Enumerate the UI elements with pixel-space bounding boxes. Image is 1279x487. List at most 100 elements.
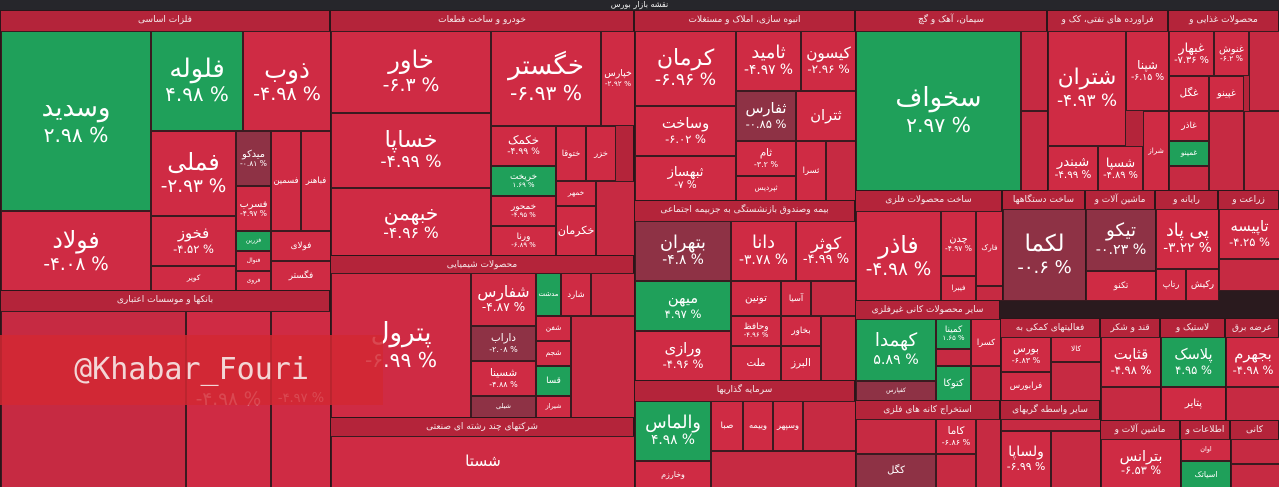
tile: بتهران -۴.۸ %: [635, 221, 731, 281]
tile: شپنا -۶.۱۵ %: [1126, 31, 1169, 111]
sector-title: محصولات شیمیایی: [446, 260, 518, 270]
tile: غپینو: [1209, 76, 1244, 111]
tile-change: -۶.۹۶ %: [654, 70, 717, 91]
sector-title: قند و شکر: [1110, 323, 1150, 333]
tile-change: -۶.۱۵ %: [1130, 71, 1165, 83]
sector: اطلاعات و اوان اسیاتک: [1180, 420, 1231, 487]
tile-change: -۴.۹۸ %: [253, 83, 321, 106]
tile: ثتران: [796, 91, 856, 141]
tile: تیکو -۰.۲۳ %: [1086, 209, 1156, 271]
tile-change: -۴.۹۹ %: [802, 252, 850, 268]
tile-change: ۲.۹۸ %: [43, 123, 109, 148]
tile-change: ۲.۹۷ %: [906, 113, 971, 138]
tile: رکیش: [1186, 269, 1219, 301]
tile-name: ملت: [746, 356, 766, 369]
tile-name: خبهمن: [383, 200, 439, 225]
tile-name: آسیا: [788, 292, 804, 303]
tile-change: -۴.۹۹ %: [1054, 169, 1092, 182]
tile: ورنا -۶.۸۹ %: [491, 226, 556, 256]
tile-name: رکیش: [1190, 278, 1215, 290]
tile-name: وبیمه: [748, 420, 768, 431]
tile-change: -۶.۵۳ %: [1121, 464, 1161, 478]
tile: میهن ۴.۹۷ %: [635, 281, 731, 331]
sector-title: محصولات غذایی و: [1189, 15, 1258, 25]
tile-change: -۳.۷۸ %: [739, 252, 788, 269]
tile: [976, 286, 1003, 301]
tile: فرابورس: [1001, 372, 1051, 401]
tile-name: کهمدا: [874, 330, 918, 352]
tile-name: داراب: [491, 331, 516, 344]
tile-name: میهن: [667, 289, 699, 307]
tile-change: -۴.۵۲ %: [173, 241, 214, 256]
tile: فزرین: [236, 231, 271, 251]
tile: خکمک -۴.۹۹ %: [491, 126, 556, 166]
tile-name: اسیاتک: [1194, 469, 1218, 479]
sector-title: اطلاعات و: [1185, 425, 1225, 435]
tile: کالا: [1051, 337, 1101, 362]
tile-name: ورنا: [516, 231, 531, 242]
tile-name: شفارس: [477, 282, 530, 301]
tile-name: سخواف: [895, 83, 982, 114]
tile-name: البرز: [791, 356, 811, 369]
tile: پلاسک ۴.۹۵ %: [1161, 337, 1226, 387]
tile-name: ثسرا: [802, 165, 820, 176]
tile: تونین: [731, 281, 781, 316]
sector-title: خودرو و ساخت قطعات: [438, 15, 526, 25]
tile-name: بجهرم: [1234, 345, 1272, 363]
tile-name: شتران: [1057, 65, 1117, 91]
tile: شیلی: [471, 396, 536, 418]
tile-name: شارد: [567, 288, 585, 299]
tile-name: خمحور: [510, 201, 537, 212]
tile-name: کسرا: [976, 336, 996, 347]
tile-name: خمهر: [567, 188, 585, 198]
tile-name: فملی: [167, 148, 220, 177]
tile: [1101, 387, 1161, 421]
tile-name: تونین: [745, 291, 767, 304]
tile-change: -۴.۸۹ %: [1103, 170, 1138, 182]
tile: ثامید -۴.۹۷ %: [736, 31, 801, 91]
tile-name: شراز: [1148, 145, 1164, 155]
tile: تکنو: [1086, 271, 1156, 301]
tile: [971, 366, 1001, 401]
tile: شیراز: [536, 396, 571, 418]
tile: ورازی -۴.۹۶ %: [635, 331, 731, 381]
watermark: @Khabar_Fouri: [0, 335, 383, 405]
tile-name: لکما: [1024, 231, 1065, 258]
sector: لاستیک و پلاسک ۴.۹۵ % پتایر: [1160, 318, 1226, 421]
tile: فباهنر: [301, 131, 331, 231]
tile-name: قثابت: [1113, 345, 1149, 363]
tile-change: -۴.۹۸ %: [1232, 362, 1274, 377]
tile: شتران -۴.۹۳ %: [1048, 31, 1126, 146]
tile-name: تاپیسه: [1230, 217, 1269, 235]
tile-name: خگستر: [508, 50, 584, 81]
sector-title: سیمان، آهک و گچ: [917, 15, 985, 25]
tile-change: -۳.۲ %: [753, 159, 779, 169]
sector-title: فلزات اساسی: [138, 15, 192, 25]
tile-name: فرابورس: [1009, 380, 1043, 391]
tile-name: کوثر: [810, 233, 842, 253]
tile-change: -۴.۹۹ %: [380, 152, 442, 173]
tile-name: غپینو: [1217, 87, 1236, 99]
tile: [821, 316, 856, 381]
tile: وسپهر: [773, 401, 803, 451]
tile-name: کتوکا: [943, 377, 964, 389]
tile: [1249, 31, 1279, 111]
tile-name: فسمین: [273, 175, 299, 186]
sector: ماشین آلات و تیکو -۰.۲۳ % تکنو: [1085, 190, 1156, 301]
tile-name: ولساپا: [1008, 444, 1044, 461]
tile: وساخت -۶.۰۲ %: [635, 106, 736, 156]
tile: ولساپا -۶.۹۹ %: [1001, 431, 1051, 487]
tile: کمینا ۱.۶۵ %: [936, 319, 971, 349]
tile: فولاد -۴.۰۸ %: [1, 211, 151, 291]
tile-name: فلوله: [169, 53, 225, 84]
tile-name: شیراز: [545, 402, 562, 411]
tile: غاذر: [1169, 111, 1209, 141]
tile: [936, 349, 971, 366]
tile-name: کاما: [947, 424, 965, 437]
tile: البرز: [781, 346, 821, 381]
tile: [936, 454, 976, 487]
tile: بخاور: [781, 316, 821, 346]
tile-name: خزر: [594, 147, 608, 158]
tile-name: کگل: [887, 465, 905, 477]
tile: قسا: [536, 366, 571, 396]
